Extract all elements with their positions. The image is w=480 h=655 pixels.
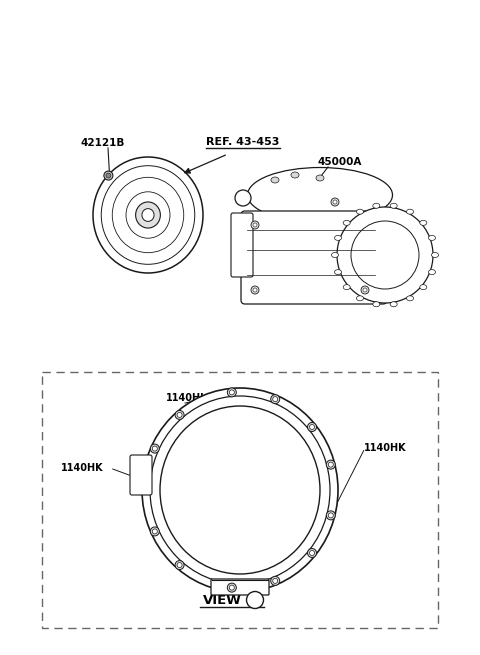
Circle shape [361,286,369,294]
Circle shape [351,221,419,289]
Circle shape [106,173,111,178]
Text: 45000A: 45000A [318,157,362,167]
Ellipse shape [429,235,435,240]
Ellipse shape [335,235,341,240]
Circle shape [331,198,339,206]
Circle shape [152,446,157,451]
Circle shape [175,411,184,419]
Text: VIEW: VIEW [203,593,241,607]
Circle shape [273,578,278,584]
Circle shape [363,288,367,292]
Text: A: A [240,193,247,202]
Circle shape [328,462,333,467]
Ellipse shape [142,209,154,221]
Circle shape [251,286,259,294]
Circle shape [177,563,182,568]
FancyBboxPatch shape [130,455,152,495]
FancyBboxPatch shape [231,213,253,277]
Text: 1140HK: 1140HK [364,443,406,453]
Ellipse shape [248,168,393,223]
FancyBboxPatch shape [211,579,269,595]
Ellipse shape [420,220,427,225]
Circle shape [310,424,314,430]
Ellipse shape [357,296,363,301]
Ellipse shape [420,285,427,290]
Circle shape [310,550,314,555]
Ellipse shape [136,202,160,228]
Circle shape [152,529,157,534]
Ellipse shape [373,302,380,307]
Circle shape [308,548,316,557]
Ellipse shape [407,296,413,301]
Text: A: A [252,595,259,605]
Circle shape [326,511,336,520]
Circle shape [337,207,433,303]
Ellipse shape [390,203,397,208]
Ellipse shape [93,157,203,273]
Circle shape [271,394,280,403]
Circle shape [273,397,278,402]
Ellipse shape [142,388,338,592]
Circle shape [271,576,280,586]
Text: 1140HJ: 1140HJ [224,393,262,403]
Ellipse shape [432,252,439,257]
Circle shape [235,190,251,206]
Ellipse shape [271,177,279,183]
Ellipse shape [101,166,195,265]
Ellipse shape [112,178,184,253]
Text: REF. 43-453: REF. 43-453 [206,137,280,147]
Ellipse shape [429,270,435,274]
Circle shape [253,223,257,227]
Circle shape [333,200,337,204]
Ellipse shape [407,209,413,214]
Circle shape [229,585,234,590]
Ellipse shape [343,220,350,225]
Ellipse shape [150,396,330,584]
Text: 1140HK: 1140HK [60,463,103,473]
Ellipse shape [335,270,341,274]
FancyBboxPatch shape [241,211,387,304]
Circle shape [228,388,236,397]
Circle shape [150,444,159,453]
Ellipse shape [373,203,380,208]
Circle shape [308,422,316,432]
Text: 1140HJ: 1140HJ [166,393,204,403]
Ellipse shape [332,252,338,257]
Text: 42121B: 42121B [81,138,125,148]
Ellipse shape [316,175,324,181]
Circle shape [177,413,182,417]
Circle shape [253,288,257,292]
Circle shape [229,390,234,395]
Circle shape [175,561,184,570]
Circle shape [326,460,336,469]
Circle shape [251,221,259,229]
Circle shape [150,527,159,536]
Ellipse shape [390,302,397,307]
Circle shape [104,171,113,180]
Ellipse shape [357,209,363,214]
Circle shape [247,591,264,608]
Circle shape [328,513,333,518]
Circle shape [228,583,236,592]
Ellipse shape [126,192,170,238]
Ellipse shape [291,172,299,178]
Ellipse shape [343,285,350,290]
Ellipse shape [160,406,320,574]
